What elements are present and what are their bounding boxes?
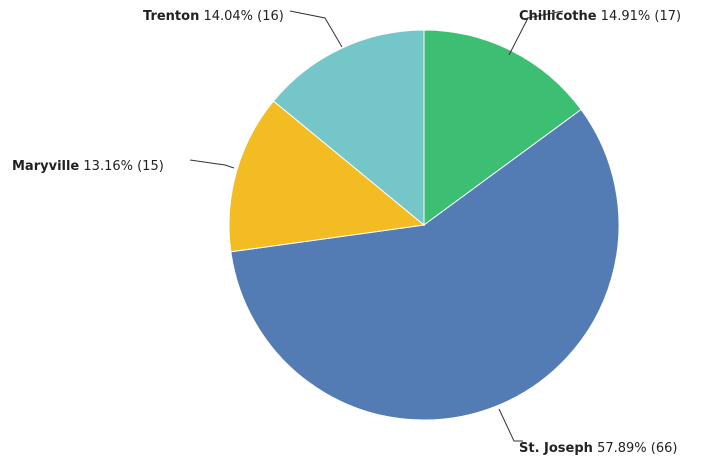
slice-count: (17)	[650, 9, 681, 24]
slice-percent: 14.91%	[597, 9, 651, 24]
pie-slices	[228, 29, 620, 421]
slice-count: (16)	[253, 9, 284, 24]
pie-labels: Chillicothe 14.91% (17) St. Joseph 57.89%…	[12, 9, 681, 456]
slice-percent: 13.16%	[79, 159, 133, 174]
pie-slice-chillicothe[interactable]	[423, 29, 582, 226]
slice-percent: 14.04%	[199, 9, 253, 24]
pie-slice-st-joseph[interactable]	[230, 108, 620, 421]
slice-percent: 57.89%	[593, 441, 647, 456]
slice-count: (15)	[133, 159, 164, 174]
slice-category: St. Joseph	[519, 441, 593, 456]
slice-category: Chillicothe	[519, 9, 597, 24]
leader-line-trenton	[289, 10, 343, 48]
pie-slice-trenton[interactable]	[272, 29, 425, 227]
slice-category: Trenton	[143, 9, 199, 24]
leader-line-maryville	[189, 159, 235, 169]
slice-count: (66)	[647, 441, 678, 456]
leader-line-chillicothe	[508, 10, 564, 56]
slice-label-chillicothe: Chillicothe 14.91% (17)	[519, 9, 681, 24]
slice-label-trenton: Trenton 14.04% (16)	[143, 9, 284, 24]
slice-label-maryville: Maryville 13.16% (15)	[12, 159, 164, 174]
pie-slice-maryville[interactable]	[228, 100, 426, 253]
leader-line-st-joseph	[498, 408, 523, 442]
slice-label-st-joseph: St. Joseph 57.89% (66)	[519, 441, 677, 456]
slice-category: Maryville	[12, 159, 79, 174]
